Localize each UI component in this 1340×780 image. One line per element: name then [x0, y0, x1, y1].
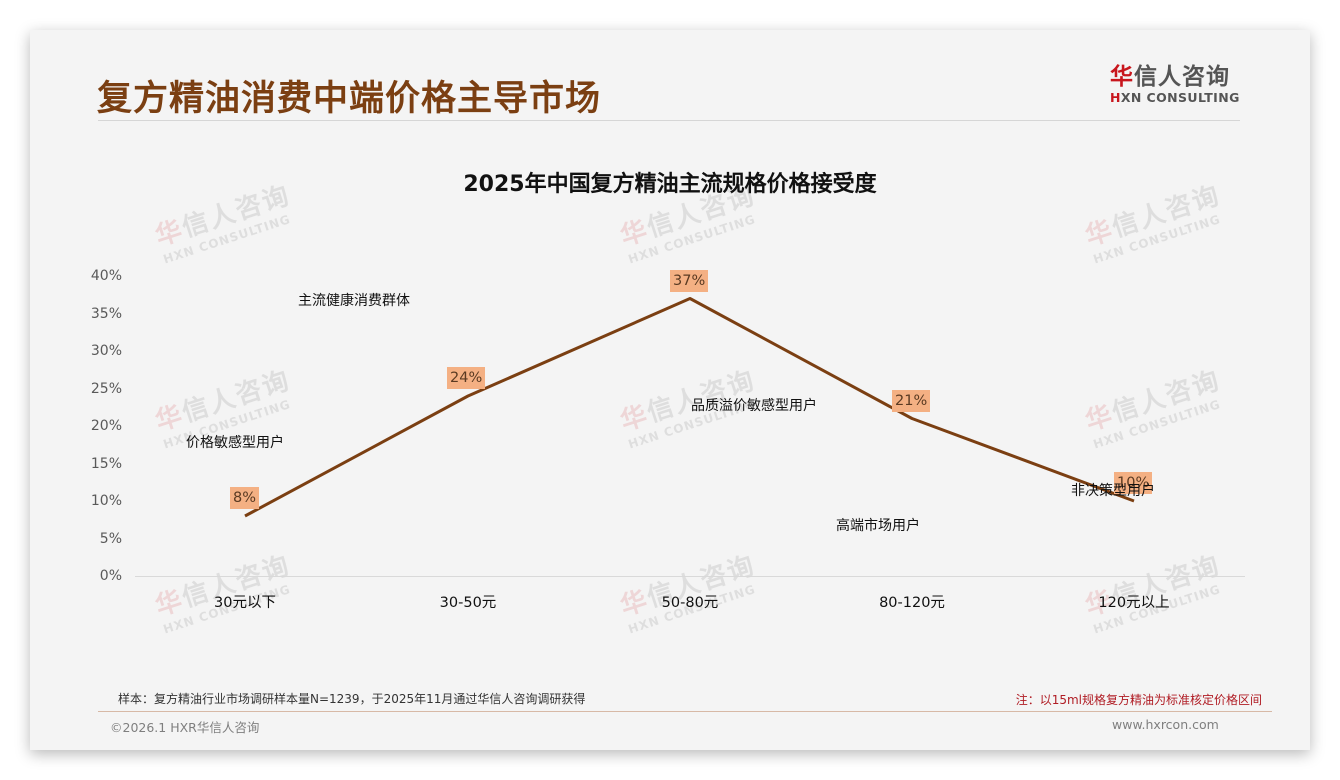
annotation: 品质溢价敏感型用户: [691, 398, 817, 414]
x-axis-line: [135, 576, 1245, 577]
x-tick: 80-120元: [879, 595, 945, 611]
website-link[interactable]: www.hxrcon.com: [1112, 717, 1219, 732]
page-title: 复方精油消费中端价格主导市场: [97, 79, 602, 119]
annotation: 高端市场用户: [836, 518, 920, 534]
y-tick: 5%: [99, 531, 122, 547]
header-divider: [98, 120, 1240, 121]
logo-en: HXN CONSULTING: [1110, 90, 1245, 106]
annotation: 价格敏感型用户: [186, 435, 284, 451]
data-label: 24%: [447, 367, 486, 389]
y-tick: 20%: [90, 418, 122, 434]
data-label: 10%: [1114, 472, 1153, 494]
x-tick: 30元以下: [214, 595, 276, 611]
chart-title: 2025年中国复方精油主流规格价格接受度: [463, 172, 877, 197]
source-note: 样本：复方精油行业市场调研样本量N=1239，于2025年11月通过华信人咨询调…: [118, 692, 586, 706]
y-tick: 30%: [90, 343, 122, 359]
annotation: 非决策型用户: [1071, 483, 1155, 499]
y-tick: 35%: [90, 306, 122, 322]
footnote: 注：以15ml规格复方精油为标准核定价格区间: [1015, 693, 1262, 707]
y-tick: 15%: [90, 456, 122, 472]
copyright: ©2026.1 HXR华信人咨询: [110, 720, 260, 735]
y-tick: 0%: [99, 568, 122, 584]
slide-card: [30, 30, 1310, 750]
data-label: 8%: [230, 487, 260, 509]
data-label: 21%: [892, 390, 931, 412]
x-tick: 50-80元: [661, 595, 719, 611]
logo-cn: 华信人咨询: [1110, 64, 1245, 90]
logo-cn-rest: 信人咨询: [1134, 64, 1230, 90]
logo-en-rest: XN CONSULTING: [1120, 90, 1240, 105]
x-tick: 120元以上: [1098, 595, 1170, 611]
annotation: 主流健康消费群体: [298, 293, 410, 309]
logo-en-h: H: [1110, 90, 1121, 105]
x-tick: 30-50元: [439, 595, 497, 611]
y-tick: 25%: [90, 381, 122, 397]
company-logo: 华信人咨询 HXN CONSULTING: [1110, 64, 1245, 106]
series-line: [244, 297, 1135, 518]
logo-hua-char: 华: [1110, 64, 1134, 90]
y-tick: 40%: [90, 268, 122, 284]
footer-divider: [98, 711, 1272, 712]
y-tick: 10%: [90, 493, 122, 509]
data-label: 37%: [670, 270, 709, 292]
